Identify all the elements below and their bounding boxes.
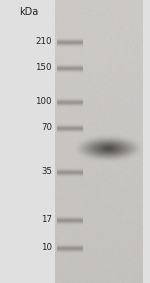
Text: 35: 35 bbox=[41, 168, 52, 177]
Text: kDa: kDa bbox=[19, 7, 38, 17]
Text: 10: 10 bbox=[41, 243, 52, 252]
Text: 210: 210 bbox=[36, 38, 52, 46]
Text: 100: 100 bbox=[36, 98, 52, 106]
Text: 17: 17 bbox=[41, 215, 52, 224]
Text: 150: 150 bbox=[36, 63, 52, 72]
Text: 70: 70 bbox=[41, 123, 52, 132]
